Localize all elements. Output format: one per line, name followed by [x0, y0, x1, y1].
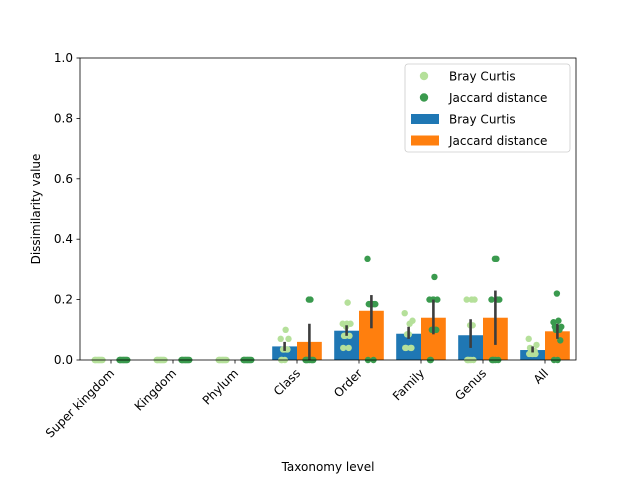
- legend-label-2: Bray Curtis: [449, 113, 516, 127]
- x-tick-label-3: Class: [271, 366, 303, 398]
- axes-frame: [79, 57, 577, 361]
- legend-patch-2: [411, 114, 439, 124]
- point-1-5-5: [431, 273, 438, 281]
- point-0-6-4: [463, 296, 470, 303]
- legend-marker-1: [419, 93, 429, 102]
- x-axis-label: Taxonomy level: [281, 460, 375, 474]
- y-axis: 0.0 0.2 0.4 0.6 0.8 1.0: [54, 51, 80, 367]
- point-1-3-6: [305, 296, 313, 303]
- point-1-7-6: [553, 290, 561, 297]
- legend-box: [404, 63, 571, 153]
- x-tick-label-2: Phylum: [200, 366, 241, 407]
- point-0-3-5: [282, 326, 289, 333]
- point-0-5-8: [402, 344, 410, 352]
- y-tick-label-4: 0.8: [54, 111, 73, 125]
- y-tick-label-5: 1.0: [54, 51, 73, 65]
- legend-label-1: Jaccard distance: [448, 91, 547, 105]
- point-0-3-3: [285, 335, 292, 343]
- y-tick-label-2: 0.4: [54, 232, 73, 246]
- legend-patch-3: [411, 135, 439, 146]
- x-tick-label-7: All: [531, 366, 551, 386]
- point-0-4-7: [345, 344, 352, 352]
- legend-label-3: Jaccard distance: [448, 134, 547, 148]
- point-1-4-4: [364, 255, 371, 263]
- x-tick-label-5: Family: [390, 366, 427, 403]
- point-1-6-4: [488, 296, 495, 303]
- point-1-7-5: [555, 317, 562, 324]
- x-tick-label-4: Order: [331, 366, 365, 400]
- x-axis: Super kingdom Kingdom Phylum Class Order Fami…: [43, 360, 551, 441]
- point-0-4-9: [343, 320, 351, 327]
- point-0-6-5: [468, 296, 475, 303]
- point-0-4-0: [340, 344, 347, 352]
- point-0-7-9: [529, 350, 537, 358]
- y-axis-label: Dissimilarity value: [29, 154, 43, 265]
- y-tick-label-3: 0.6: [54, 172, 73, 186]
- x-tick-label-6: Genus: [452, 366, 489, 403]
- bar-0-3: [272, 346, 297, 360]
- point-0-5-5: [406, 320, 413, 327]
- point-0-5-4: [401, 309, 408, 317]
- legend-marker-0: [419, 71, 429, 81]
- point-0-7-4: [525, 335, 532, 343]
- legend: Bray Curtis Jaccard distance Bray Curtis Ja…: [404, 63, 571, 153]
- x-tick-label-1: Kingdom: [132, 366, 179, 413]
- point-0-7-3: [533, 341, 540, 349]
- x-tick-label-0: Super kingdom: [43, 366, 117, 440]
- point-1-5-9: [430, 296, 437, 303]
- plot-area: [79, 57, 577, 364]
- point-0-3-4: [277, 335, 284, 343]
- point-1-6-6: [491, 255, 499, 263]
- legend-label-0: Bray Curtis: [449, 70, 516, 84]
- y-tick-label-0: 0.0: [54, 353, 73, 367]
- point-0-4-5: [344, 299, 351, 306]
- y-tick-label-1: 0.2: [54, 293, 73, 307]
- point-0-5-7: [407, 344, 414, 352]
